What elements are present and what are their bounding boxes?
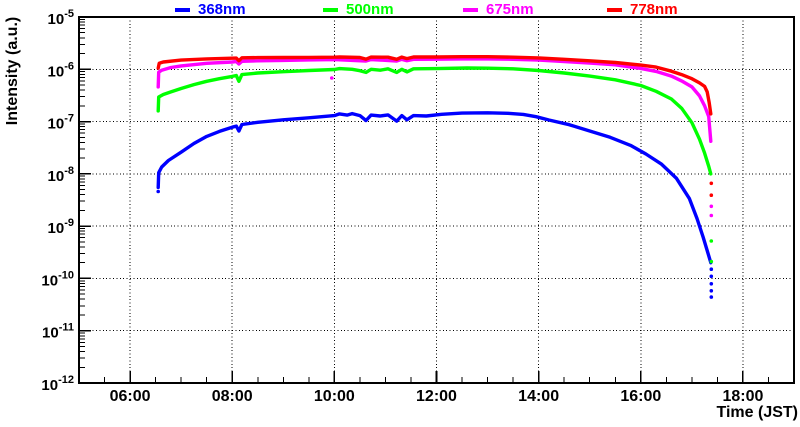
x-tick-label: 08:00	[212, 388, 253, 405]
x-tick-label: 06:00	[110, 388, 151, 405]
x-tick-label: 18:00	[722, 388, 763, 405]
y-tick-label: 10-6	[48, 60, 74, 80]
y-tick-label: 10-5	[48, 8, 74, 28]
series-368nm-point	[709, 274, 714, 279]
x-tick-label: 12:00	[416, 388, 457, 405]
series-368nm-point	[709, 295, 714, 299]
legend-line-sample-675nm	[463, 8, 478, 12]
series-368nm-point	[709, 267, 714, 272]
series-500nm-point	[709, 239, 714, 243]
x-tick-labels: 06:00 08:00 10:00 12:00 14:00 16:00 18:00	[110, 388, 764, 405]
y-tick-label: 10-12	[41, 374, 74, 394]
y-tick-label: 10-10	[41, 269, 74, 289]
y-tick-label: 10-7	[48, 113, 74, 133]
grid-lines	[79, 17, 794, 383]
data-series	[156, 55, 714, 299]
legend-item-675nm: 675nm	[463, 2, 534, 18]
legend-line-sample-778nm	[607, 8, 622, 12]
series-368nm-point	[709, 282, 714, 286]
x-tick-label: 16:00	[620, 388, 661, 405]
series-778nm-point	[709, 193, 714, 197]
x-axis-title: Time (JST)	[716, 404, 799, 421]
y-tick-label: 10-11	[42, 322, 74, 342]
legend-item-368nm: 368nm	[175, 2, 246, 18]
series-778nm-point	[709, 181, 714, 186]
y-tick-label: 10-9	[48, 217, 74, 237]
legend-item-500nm: 500nm	[323, 2, 394, 18]
series-368nm-line	[156, 111, 713, 265]
series-675nm-point	[709, 204, 714, 209]
legend-line-sample-500nm	[323, 8, 338, 12]
x-tick-label: 10:00	[314, 388, 355, 405]
series-500nm-point	[709, 259, 714, 264]
y-tick-labels: 10-5 10-6 10-7 10-8 10-9 10-10 10-11 10-12	[41, 8, 74, 394]
series-368nm-point	[709, 289, 714, 293]
series-675nm-point	[330, 76, 334, 80]
legend-label-778nm: 778nm	[630, 1, 678, 18]
legend-item-778nm: 778nm	[607, 2, 678, 18]
series-675nm-line	[156, 57, 713, 143]
series-500nm-line	[156, 66, 713, 176]
y-tick-label: 10-8	[48, 165, 74, 185]
series-778nm-line	[156, 55, 713, 116]
legend-line-sample-368nm	[175, 8, 190, 12]
series-675nm-point	[709, 213, 714, 218]
legend-label-500nm: 500nm	[346, 1, 394, 18]
x-tick-label: 14:00	[518, 388, 559, 405]
plot-frame	[78, 16, 795, 384]
y-axis-title: Intensity (a.u.)	[4, 16, 21, 126]
legend-label-368nm: 368nm	[198, 1, 246, 18]
axis-ticks	[79, 16, 769, 384]
legend-label-675nm: 675nm	[486, 1, 534, 18]
series-368nm-point	[156, 189, 160, 194]
